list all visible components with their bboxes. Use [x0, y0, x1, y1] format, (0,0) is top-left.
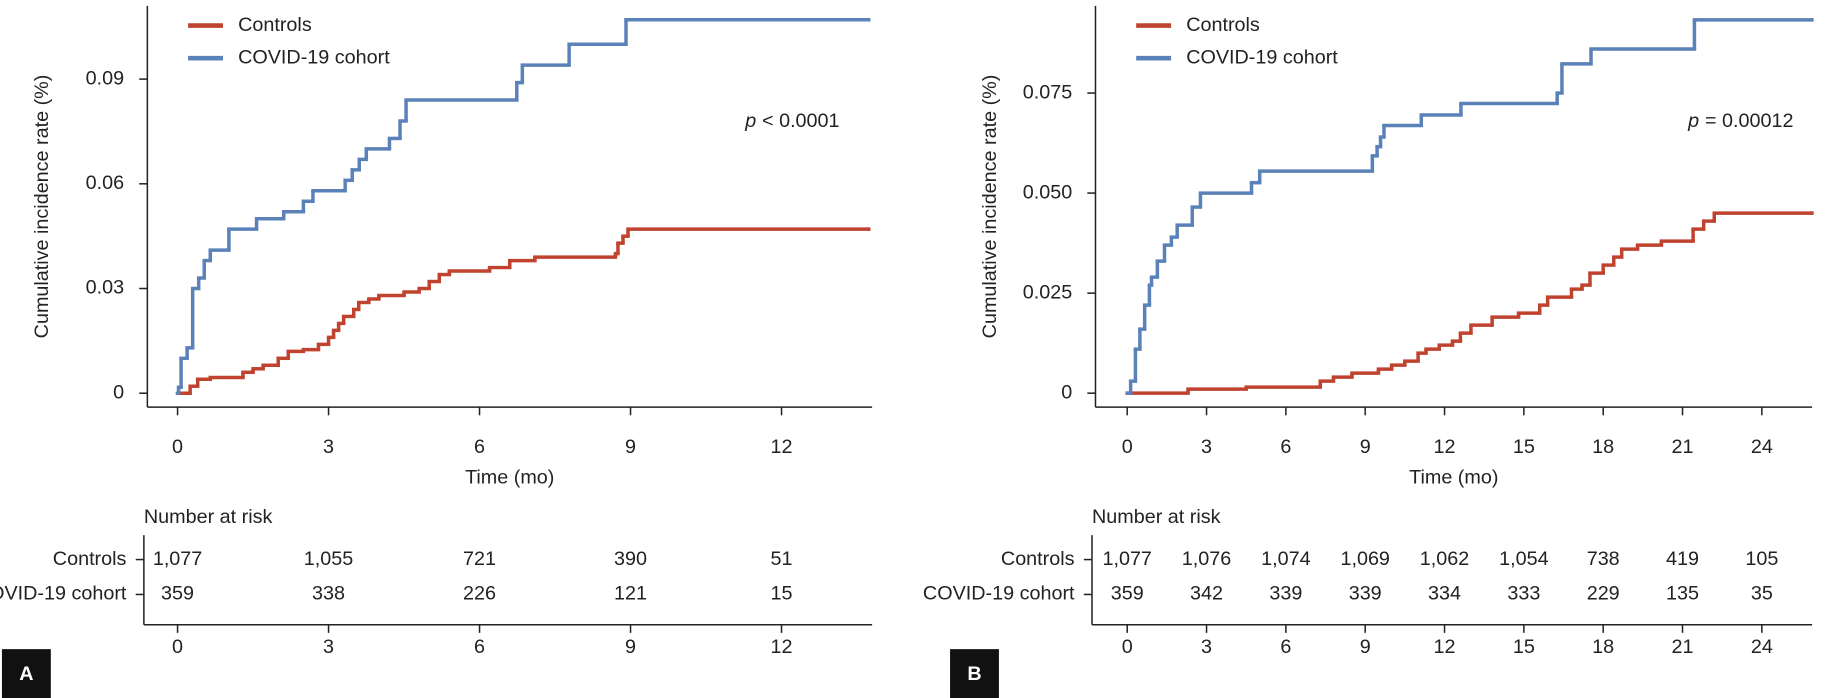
panel: 0 0.03 0.06 0.09 0 0 3 3 6 6 9 9 12 12 Time (mo) Cumula…: [0, 5, 873, 698]
risk-count: 1,055: [304, 548, 353, 570]
risk-count: 105: [1745, 548, 1778, 570]
y-tick-label: 0.050: [1023, 181, 1072, 203]
panel-label: A: [19, 663, 33, 685]
risk-count: 1,074: [1261, 548, 1310, 570]
legend-label: Controls: [238, 14, 312, 36]
risk-count: 1,062: [1420, 548, 1469, 570]
risk-count: 1,076: [1182, 548, 1231, 570]
y-tick-label: 0: [1061, 381, 1072, 403]
risk-count: 419: [1666, 548, 1699, 570]
y-tick-label: 0.09: [86, 67, 124, 89]
y-tick-label: 0.025: [1023, 281, 1072, 303]
risk-count: 334: [1428, 583, 1461, 605]
risk-count: 1,077: [153, 548, 202, 570]
p-text: = 0.00012: [1705, 110, 1793, 132]
risk-count: 721: [463, 548, 496, 570]
table-x-tick-label: 6: [1280, 636, 1291, 658]
x-axis-label: Time (mo): [465, 466, 554, 488]
x-tick-label: 15: [1513, 436, 1535, 458]
risk-count: 121: [614, 583, 647, 605]
y-axis-label: Cumulative incidence rate (%): [979, 75, 1001, 339]
risk-row-label: Controls: [1001, 548, 1075, 570]
table-x-tick-label: 12: [1434, 636, 1456, 658]
table-x-tick-label: 6: [474, 636, 485, 658]
y-tick-label: 0.06: [86, 172, 124, 194]
risk-count: 135: [1666, 583, 1699, 605]
risk-count: 226: [463, 583, 496, 605]
panel: 0 0.025 0.050 0.075 0 0 3 3 6 6 9 9 12 12 15 15 18 18 21 21…: [923, 5, 1814, 698]
risk-count: 1,077: [1102, 548, 1151, 570]
x-tick-label: 9: [1360, 436, 1371, 458]
risk-count: 339: [1349, 583, 1382, 605]
p-value: p = 0.00012: [1687, 110, 1793, 132]
x-tick-label: 21: [1672, 436, 1694, 458]
panel-label: B: [967, 663, 981, 685]
legend-label: COVID-19 cohort: [238, 46, 390, 68]
risk-count: 229: [1587, 583, 1620, 605]
table-x-tick-label: 0: [1122, 636, 1133, 658]
p-symbol: p: [1687, 110, 1699, 132]
risk-count: 339: [1269, 583, 1302, 605]
p-value: p < 0.0001: [744, 110, 839, 132]
table-x-tick-label: 3: [323, 636, 334, 658]
table-x-tick-label: 21: [1672, 636, 1694, 658]
risk-row-label: COVID-19 cohort: [923, 583, 1075, 605]
panel-badge: [950, 649, 999, 698]
risk-count: 15: [771, 583, 793, 605]
y-tick-label: 0.03: [86, 277, 124, 299]
table-x-tick-label: 18: [1592, 636, 1614, 658]
x-tick-label: 18: [1592, 436, 1614, 458]
p-text: < 0.0001: [762, 110, 840, 132]
risk-count: 738: [1587, 548, 1620, 570]
legend-label: COVID-19 cohort: [1186, 46, 1338, 68]
risk-count: 1,069: [1340, 548, 1389, 570]
risk-count: 359: [1111, 583, 1144, 605]
legend-label: Controls: [1186, 14, 1260, 36]
panel-badge: [1, 649, 51, 698]
x-tick-label: 3: [1201, 436, 1212, 458]
p-symbol: p: [744, 110, 756, 132]
y-tick-label: 0: [113, 381, 124, 403]
risk-count: 1,054: [1499, 548, 1548, 570]
risk-count: 51: [771, 548, 793, 570]
x-tick-label: 24: [1751, 436, 1773, 458]
risk-count: 342: [1190, 583, 1223, 605]
x-tick-label: 12: [771, 436, 793, 458]
x-tick-label: 9: [625, 436, 636, 458]
risk-row-label: Controls: [53, 548, 127, 570]
x-tick-label: 0: [1122, 436, 1133, 458]
risk-count: 333: [1507, 583, 1540, 605]
table-x-tick-label: 3: [1201, 636, 1212, 658]
risk-count: 35: [1751, 583, 1773, 605]
risk-count: 390: [614, 548, 647, 570]
table-x-tick-label: 9: [625, 636, 636, 658]
risk-row-label: COVID-19 cohort: [0, 583, 127, 605]
x-tick-label: 3: [323, 436, 334, 458]
x-tick-label: 12: [1434, 436, 1456, 458]
table-x-tick-label: 0: [172, 636, 183, 658]
table-x-tick-label: 15: [1513, 636, 1535, 658]
risk-count: 359: [161, 583, 194, 605]
risk-count: 338: [312, 583, 345, 605]
y-axis-label: Cumulative incidence rate (%): [31, 75, 53, 339]
x-tick-label: 6: [1280, 436, 1291, 458]
x-tick-label: 0: [172, 436, 183, 458]
risk-title: Number at risk: [144, 506, 273, 528]
table-x-tick-label: 9: [1360, 636, 1371, 658]
table-x-tick-label: 24: [1751, 636, 1773, 658]
risk-title: Number at risk: [1092, 506, 1221, 528]
table-x-tick-label: 12: [771, 636, 793, 658]
y-tick-label: 0.075: [1023, 81, 1072, 103]
x-tick-label: 6: [474, 436, 485, 458]
x-axis-label: Time (mo): [1409, 466, 1498, 488]
